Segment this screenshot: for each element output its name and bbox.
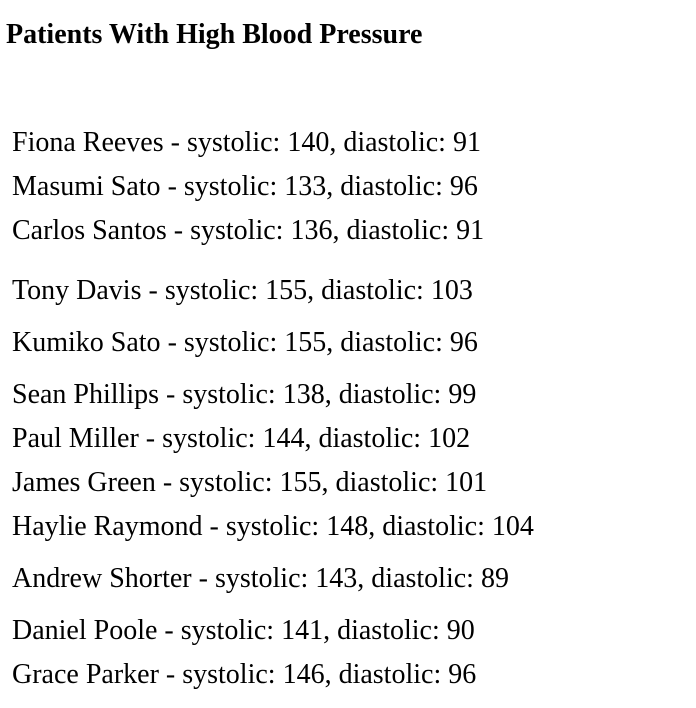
systolic-label: systolic: (225, 511, 327, 542)
diastolic-value: 103 (430, 275, 473, 306)
systolic-label: systolic: (214, 563, 316, 594)
diastolic-value: 91 (456, 215, 485, 246)
diastolic-label: diastolic: (340, 327, 450, 358)
comma: , (332, 215, 347, 246)
separator: - (138, 423, 163, 454)
diastolic-label: diastolic: (382, 511, 492, 542)
patient-name: Tony Davis (12, 275, 142, 306)
separator: - (163, 127, 187, 158)
patient-row: Masumi Sato - systolic: 133, diastolic: … (12, 170, 478, 204)
diastolic-label: diastolic: (338, 659, 449, 690)
comma: , (304, 423, 319, 454)
patient-row: Fiona Reeves - systolic: 140, diastolic:… (12, 126, 481, 160)
diastolic-label: diastolic: (343, 127, 453, 158)
separator: - (159, 379, 183, 410)
patient-row: Andrew Shorter - systolic: 143, diastoli… (12, 562, 509, 596)
systolic-value: 155 (284, 327, 327, 358)
systolic-value: 140 (287, 127, 330, 158)
systolic-value: 133 (284, 171, 327, 202)
patient-name: Daniel Poole (12, 615, 158, 646)
diastolic-label: diastolic: (371, 563, 481, 594)
diastolic-value: 96 (449, 171, 478, 202)
systolic-value: 141 (281, 615, 324, 646)
diastolic-value: 89 (480, 563, 509, 594)
separator: - (158, 659, 183, 690)
systolic-label: systolic: (190, 215, 291, 246)
patient-row: Grace Parker - systolic: 146, diastolic:… (12, 658, 476, 692)
separator: - (157, 615, 181, 646)
comma: , (326, 171, 341, 202)
patient-name: Carlos Santos (12, 215, 167, 246)
systolic-label: systolic: (182, 659, 283, 690)
systolic-value: 146 (282, 659, 325, 690)
patient-name: Haylie Raymond (12, 511, 203, 542)
systolic-label: systolic: (179, 467, 280, 498)
diastolic-value: 104 (491, 511, 534, 542)
comma: , (324, 659, 339, 690)
separator: - (191, 563, 215, 594)
diastolic-value: 91 (452, 127, 481, 158)
patient-row: Paul Miller - systolic: 144, diastolic: … (12, 422, 470, 456)
separator: - (141, 275, 165, 306)
patient-name: Grace Parker (12, 659, 159, 690)
separator: - (160, 171, 184, 202)
patient-name: Masumi Sato (12, 171, 161, 202)
diastolic-label: diastolic: (321, 275, 431, 306)
diastolic-value: 96 (449, 327, 478, 358)
diastolic-label: diastolic: (337, 615, 447, 646)
systolic-value: 148 (326, 511, 369, 542)
comma: , (357, 563, 372, 594)
systolic-label: systolic: (182, 379, 283, 410)
systolic-value: 136 (290, 215, 333, 246)
patient-row: Sean Phillips - systolic: 138, diastolic… (12, 378, 476, 412)
systolic-label: systolic: (164, 275, 266, 306)
diastolic-label: diastolic: (340, 171, 450, 202)
patient-row: Daniel Poole - systolic: 141, diastolic:… (12, 614, 475, 648)
diastolic-value: 96 (448, 659, 477, 690)
systolic-label: systolic: (186, 127, 288, 158)
diastolic-value: 99 (448, 379, 477, 410)
separator: - (155, 467, 180, 498)
systolic-value: 144 (262, 423, 305, 454)
patient-name: Sean Phillips (12, 379, 160, 410)
diastolic-value: 102 (428, 423, 471, 454)
patient-row: Haylie Raymond - systolic: 148, diastoli… (12, 510, 534, 544)
systolic-label: systolic: (162, 423, 263, 454)
systolic-label: systolic: (180, 615, 282, 646)
diastolic-label: diastolic: (335, 467, 446, 498)
patient-name: Andrew Shorter (12, 563, 192, 594)
patient-row: Kumiko Sato - systolic: 155, diastolic: … (12, 326, 478, 360)
comma: , (326, 327, 341, 358)
page-title: Patients With High Blood Pressure (6, 19, 423, 50)
systolic-label: systolic: (183, 327, 285, 358)
comma: , (329, 127, 344, 158)
patient-name: Fiona Reeves (12, 127, 164, 158)
diastolic-value: 101 (445, 467, 488, 498)
patient-row: Carlos Santos - systolic: 136, diastolic… (12, 214, 484, 248)
diastolic-value: 90 (446, 615, 475, 646)
systolic-value: 155 (265, 275, 308, 306)
patient-row: James Green - systolic: 155, diastolic: … (12, 466, 487, 500)
patient-name: Kumiko Sato (12, 327, 161, 358)
comma: , (368, 511, 383, 542)
systolic-value: 138 (282, 379, 325, 410)
diastolic-label: diastolic: (346, 215, 457, 246)
systolic-label: systolic: (183, 171, 285, 202)
diastolic-label: diastolic: (338, 379, 449, 410)
separator: - (166, 215, 191, 246)
diastolic-label: diastolic: (318, 423, 429, 454)
comma: , (321, 467, 336, 498)
separator: - (202, 511, 226, 542)
systolic-value: 143 (315, 563, 358, 594)
patient-name: Paul Miller (12, 423, 139, 454)
patient-name: James Green (12, 467, 156, 498)
comma: , (324, 379, 339, 410)
comma: , (307, 275, 322, 306)
systolic-value: 155 (279, 467, 322, 498)
patient-row: Tony Davis - systolic: 155, diastolic: 1… (12, 274, 473, 308)
comma: , (323, 615, 338, 646)
separator: - (160, 327, 184, 358)
